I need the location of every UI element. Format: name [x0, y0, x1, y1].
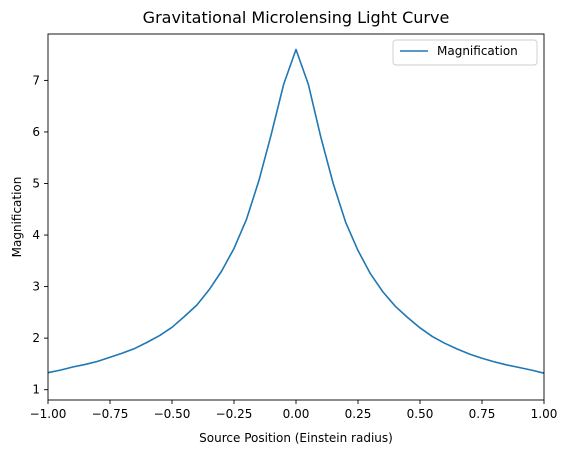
legend-label-magnification: Magnification — [437, 44, 518, 58]
legend-box — [392, 39, 538, 66]
x-tick-label: −0.50 — [154, 407, 191, 421]
y-tick-label: 2 — [32, 331, 40, 345]
y-tick-label: 5 — [32, 176, 40, 190]
x-tick-label: 0.75 — [469, 407, 496, 421]
y-tick-label: 6 — [32, 125, 40, 139]
y-tick-label: 3 — [32, 280, 40, 294]
y-tick-label: 1 — [32, 383, 40, 397]
x-tick-label: −0.75 — [92, 407, 129, 421]
x-axis-label: Source Position (Einstein radius) — [199, 431, 393, 445]
axes-frame — [47, 33, 545, 401]
legend: Magnification — [392, 39, 538, 66]
y-axis: 1 2 3 4 5 6 7 — [32, 73, 48, 397]
y-tick-label: 4 — [32, 228, 40, 242]
x-tick-label: 0.00 — [283, 407, 310, 421]
y-tick-label: 7 — [32, 73, 40, 87]
y-axis-label: Magnification — [10, 177, 24, 258]
x-tick-label: −1.00 — [30, 407, 67, 421]
chart-title: Gravitational Microlensing Light Curve — [143, 8, 450, 27]
series-line-magnification — [47, 48, 545, 374]
plot-area — [47, 48, 545, 374]
x-tick-label: 1.00 — [531, 407, 558, 421]
x-tick-label: −0.25 — [216, 407, 253, 421]
x-axis: −1.00 −0.75 −0.50 −0.25 0.00 0.25 0.50 0.75 1.00 — [30, 400, 558, 421]
x-tick-label: 0.50 — [407, 407, 434, 421]
x-tick-label: 0.25 — [345, 407, 372, 421]
